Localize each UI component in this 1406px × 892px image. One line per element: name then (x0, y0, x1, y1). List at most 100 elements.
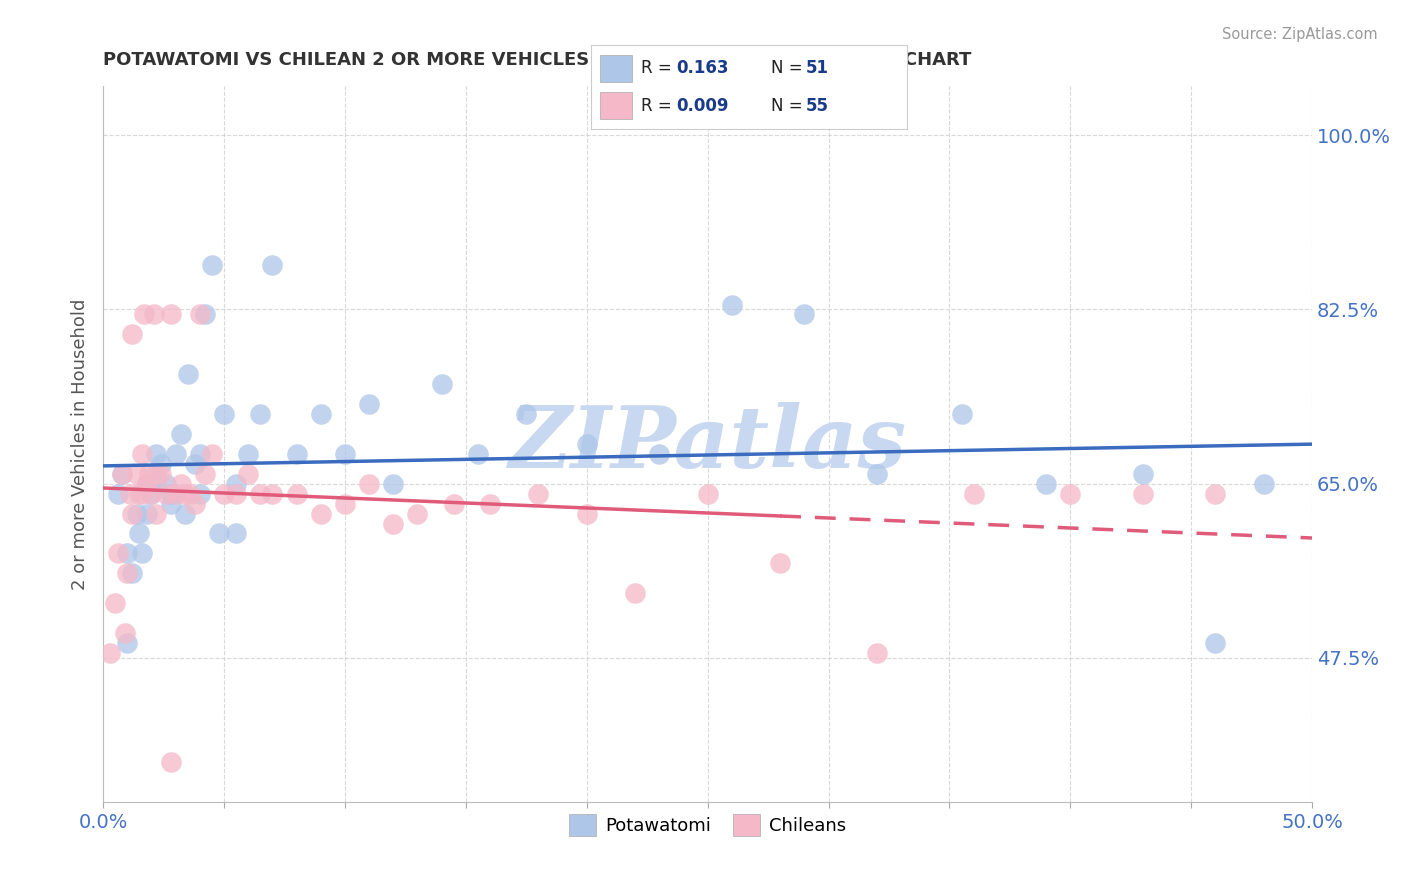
FancyBboxPatch shape (600, 92, 631, 120)
Point (131, 447, 153, 461)
Point (443, 497, 465, 511)
Point (142, 308, 165, 322)
Point (515, 407, 537, 421)
Point (135, 476, 157, 491)
Point (114, 626, 136, 640)
Point (212, 486, 235, 500)
Point (359, 397, 381, 411)
Point (177, 368, 200, 382)
Point (249, 486, 271, 500)
Point (225, 486, 247, 500)
Point (1132, 467, 1154, 481)
Point (145, 507, 167, 521)
Text: 0.163: 0.163 (676, 60, 728, 78)
Point (1204, 486, 1226, 500)
Point (117, 546, 139, 560)
Point (100, 646, 122, 660)
Point (141, 486, 163, 500)
Text: R =: R = (641, 60, 678, 78)
Text: N =: N = (770, 60, 807, 78)
Point (194, 467, 217, 481)
Point (150, 467, 173, 481)
Point (169, 426, 191, 441)
Point (382, 476, 405, 491)
Point (138, 467, 160, 481)
Text: R =: R = (641, 96, 678, 114)
Point (107, 546, 129, 560)
Text: 0.009: 0.009 (676, 96, 728, 114)
Point (575, 437, 598, 451)
Point (165, 447, 187, 461)
Point (174, 486, 197, 500)
Point (333, 497, 356, 511)
Point (134, 308, 156, 322)
Point (866, 646, 889, 660)
Legend: Potawatomi, Chileans: Potawatomi, Chileans (562, 807, 853, 844)
Point (1059, 486, 1081, 500)
Point (249, 407, 271, 421)
Point (309, 407, 332, 421)
Point (184, 457, 207, 471)
Point (125, 507, 148, 521)
Point (285, 447, 308, 461)
Point (111, 467, 134, 481)
Point (624, 586, 647, 600)
Point (648, 447, 671, 461)
Point (720, 297, 742, 311)
Y-axis label: 2 or more Vehicles in Household: 2 or more Vehicles in Household (72, 298, 89, 590)
Point (131, 486, 153, 500)
Point (238, 447, 260, 461)
Text: ZIPatlas: ZIPatlas (509, 402, 907, 485)
Point (121, 507, 143, 521)
Point (118, 486, 141, 500)
Point (359, 476, 381, 491)
Point (479, 497, 502, 511)
Point (135, 476, 157, 491)
Point (238, 467, 260, 481)
Point (225, 476, 247, 491)
Point (696, 486, 718, 500)
Point (188, 447, 211, 461)
Point (1253, 476, 1275, 491)
Text: POTAWATOMI VS CHILEAN 2 OR MORE VEHICLES IN HOUSEHOLD CORRELATION CHART: POTAWATOMI VS CHILEAN 2 OR MORE VEHICLES… (103, 51, 972, 69)
Point (262, 258, 284, 272)
Point (155, 486, 177, 500)
Point (104, 596, 127, 610)
Point (201, 447, 224, 461)
Point (430, 377, 453, 392)
Text: Source: ZipAtlas.com: Source: ZipAtlas.com (1222, 27, 1378, 42)
Text: 51: 51 (806, 60, 828, 78)
Point (179, 486, 201, 500)
Point (128, 486, 150, 500)
Point (527, 486, 550, 500)
Point (160, 756, 183, 770)
Point (262, 486, 284, 500)
Point (131, 546, 153, 560)
Point (174, 507, 197, 521)
Point (309, 507, 332, 521)
Point (285, 486, 308, 500)
Point (962, 486, 984, 500)
Point (793, 308, 815, 322)
Point (169, 476, 191, 491)
FancyBboxPatch shape (600, 54, 631, 82)
Point (1132, 486, 1154, 500)
Point (121, 566, 143, 581)
Point (141, 486, 163, 500)
Point (125, 467, 148, 481)
Text: 55: 55 (806, 96, 828, 114)
Point (212, 407, 235, 421)
Point (145, 467, 167, 481)
Point (333, 447, 356, 461)
Point (145, 447, 167, 461)
Point (225, 526, 247, 541)
Point (128, 526, 150, 541)
Point (184, 497, 207, 511)
Point (188, 486, 211, 500)
Point (406, 507, 429, 521)
Point (160, 486, 183, 500)
Point (160, 308, 183, 322)
Point (117, 636, 139, 650)
Point (155, 476, 177, 491)
Point (111, 467, 134, 481)
